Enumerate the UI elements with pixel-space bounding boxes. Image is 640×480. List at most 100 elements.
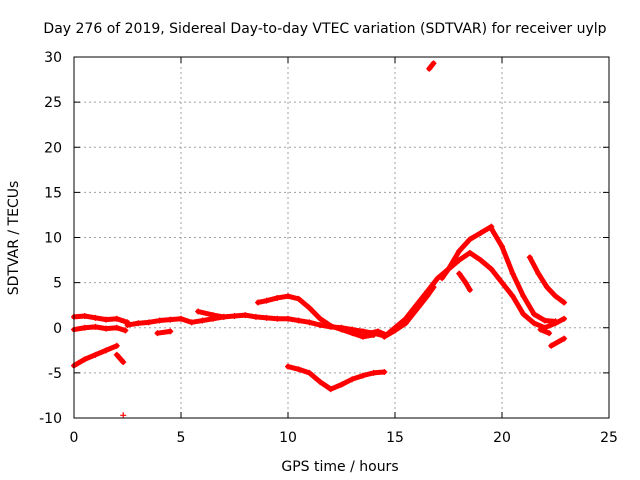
- series-line: [381, 284, 437, 340]
- data-point: [285, 293, 291, 300]
- data-point: [526, 254, 533, 261]
- data-point: [531, 311, 538, 318]
- data-point: [103, 316, 110, 323]
- data-point: [477, 229, 484, 236]
- grid: [74, 57, 609, 418]
- data-point: [92, 323, 99, 330]
- series-arc-13: [426, 60, 437, 72]
- series-arc-15: [456, 270, 473, 293]
- data-point: [242, 312, 249, 319]
- data-point: [113, 324, 120, 331]
- data-point: [445, 266, 452, 273]
- data-point: [548, 342, 555, 349]
- y-tick-label: -5: [48, 366, 62, 382]
- data-point: [103, 325, 110, 332]
- series-arc-19: [548, 335, 568, 349]
- data-point: [295, 295, 302, 302]
- data-point: [306, 369, 313, 376]
- data-point: [520, 311, 527, 318]
- data-point: [456, 248, 463, 255]
- data-point: [535, 270, 542, 277]
- x-axis-label: GPS time / hours: [281, 459, 398, 475]
- data-point: [255, 299, 262, 306]
- x-tick-label: 5: [177, 430, 186, 446]
- series-arc-16: [488, 225, 559, 325]
- data-point: [426, 65, 433, 72]
- data-point: [113, 315, 120, 322]
- data-point: [167, 316, 174, 323]
- data-point: [285, 315, 291, 322]
- data-point: [120, 412, 127, 419]
- data-point: [543, 284, 550, 291]
- series-arc-2: [71, 323, 129, 334]
- x-tick-label: 20: [493, 430, 511, 446]
- data-point: [220, 313, 227, 320]
- data-point: [154, 330, 161, 337]
- data-point: [520, 293, 527, 300]
- series-arc-3: [71, 342, 120, 369]
- data-point: [92, 351, 99, 358]
- data-point: [374, 328, 381, 335]
- data-point: [338, 326, 345, 333]
- series-arc-14: [439, 249, 568, 331]
- data-point: [499, 243, 505, 250]
- data-point: [541, 317, 548, 324]
- series-arc-18: [537, 326, 553, 337]
- series-arc-1: [71, 313, 131, 326]
- data-point: [81, 356, 88, 363]
- series-arc-10: [285, 363, 388, 393]
- x-tick-label: 15: [386, 430, 404, 446]
- data-point: [178, 315, 184, 322]
- series-line: [538, 327, 552, 336]
- series-line: [439, 250, 567, 331]
- data-point: [488, 266, 495, 273]
- data-point: [381, 333, 388, 340]
- data-point: [466, 236, 473, 243]
- data-point: [274, 294, 281, 301]
- data-point: [285, 363, 291, 370]
- data-point: [199, 317, 206, 324]
- plot-frame: [73, 56, 610, 419]
- data-point: [317, 378, 324, 385]
- x-tick-label: 25: [600, 430, 618, 446]
- series-arc-6: [124, 312, 388, 339]
- series-arc-5: [120, 412, 127, 419]
- data-point: [274, 315, 281, 322]
- data-point: [124, 322, 131, 329]
- data-point: [552, 318, 559, 325]
- data-point: [263, 314, 270, 321]
- data-point: [231, 313, 238, 320]
- data-point: [295, 317, 302, 324]
- series-line: [527, 254, 567, 305]
- data-point: [81, 313, 88, 320]
- data-point: [359, 333, 366, 340]
- data-point: [338, 381, 345, 388]
- data-point: [295, 366, 302, 373]
- data-point: [349, 330, 356, 337]
- series-line: [114, 352, 126, 365]
- data-point: [263, 297, 270, 304]
- y-axis-label: SDTVAR / TECUs: [6, 181, 22, 296]
- data-point: [462, 279, 469, 286]
- series-line: [366, 224, 494, 338]
- data-point: [210, 312, 217, 319]
- data-point: [103, 347, 110, 354]
- data-point: [413, 306, 420, 313]
- data-point: [135, 320, 142, 327]
- data-point: [488, 225, 495, 232]
- data-point: [120, 359, 127, 366]
- series-arc-7: [154, 328, 174, 337]
- data-point: [381, 368, 388, 375]
- data-point: [349, 376, 356, 383]
- series-arc-9: [255, 293, 377, 340]
- data-point: [113, 342, 120, 349]
- data-point: [252, 313, 259, 320]
- data-point: [531, 320, 538, 327]
- data-point: [306, 319, 313, 326]
- data-point: [392, 327, 398, 334]
- data-point: [456, 257, 463, 264]
- series-line: [195, 309, 227, 320]
- data-point: [477, 257, 484, 264]
- data-point: [317, 315, 324, 322]
